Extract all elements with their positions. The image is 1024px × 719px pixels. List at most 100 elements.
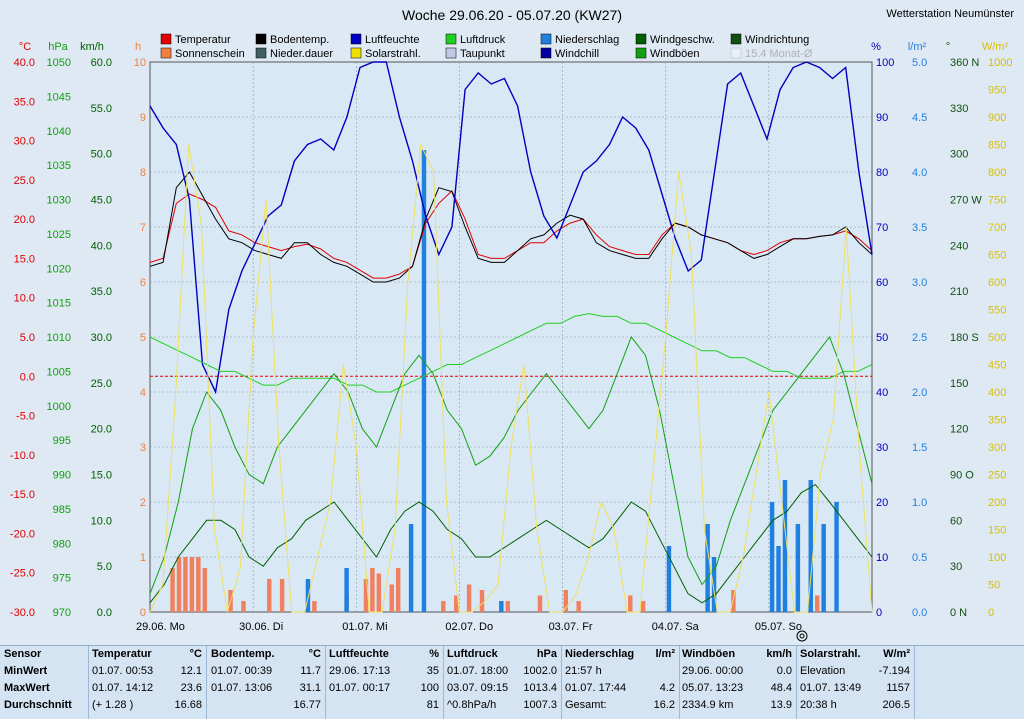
sunshine-bar (202, 568, 208, 612)
tick-direction: 270 W (950, 195, 982, 207)
tick-pressure: 1045 (47, 91, 71, 103)
stats-header-label: Solarstrahl. (800, 648, 861, 660)
tick-solar: 200 (988, 497, 1006, 509)
tick-direction: 240 (950, 240, 968, 252)
tick-sunshine: 0 (140, 607, 146, 619)
stats-value: 11.7 (300, 665, 321, 677)
stats-row: 21:57 h (565, 663, 675, 680)
legend-label: Taupunkt (460, 48, 505, 60)
tick-temp: -20.0 (10, 528, 35, 540)
tick-solar: 900 (988, 112, 1006, 124)
stats-row: 01.07. 13:49 1157 (800, 680, 910, 697)
series-line-solarstrahl (149, 142, 873, 613)
legend-label: Windrichtung (745, 34, 809, 46)
axis-unit-temp: °C (19, 41, 31, 53)
stats-separator (679, 646, 680, 719)
stats-row: Gesamt: 16.2 (565, 697, 675, 714)
tick-solar: 650 (988, 250, 1006, 262)
sunshine-bar (505, 601, 510, 612)
tick-sunshine: 2 (140, 497, 146, 509)
stats-row: 29.06. 00:00 0.0 (682, 663, 792, 680)
tick-wind: 5.0 (97, 561, 112, 573)
legend-label: Niederschlag (555, 34, 619, 46)
stats-column: Temperatur °C 01.07. 00:53 12.1 01.07. 14:12… (92, 646, 202, 719)
stats-header-label: Niederschlag (565, 648, 635, 660)
tick-wind: 60.0 (91, 57, 112, 69)
stats-separator (443, 646, 444, 719)
tick-temp: -15.0 (10, 489, 35, 501)
tick-direction: 30 (950, 561, 962, 573)
x-axis-label: 30.06. Di (239, 621, 283, 633)
tick-wind: 30.0 (91, 332, 112, 344)
tick-rain: 3.5 (912, 222, 927, 234)
tick-pressure: 1025 (47, 229, 71, 241)
x-axis-label: 02.07. Do (445, 621, 493, 633)
precipitation-bar (344, 568, 349, 612)
stats-value: 16.2 (653, 699, 675, 711)
stats-time: 29.06. 00:00 (682, 665, 744, 677)
tick-sunshine: 8 (140, 167, 146, 179)
stats-header: Niederschlag l/m² (565, 646, 675, 663)
tick-rain: 2.0 (912, 387, 927, 399)
stats-value: 206.5 (882, 699, 910, 711)
stats-value: 16.77 (293, 699, 321, 711)
sun-marker-icon (796, 630, 808, 642)
tick-direction: 360 N (950, 57, 979, 69)
sunshine-bar (731, 590, 736, 612)
tick-pressure: 985 (53, 504, 71, 516)
tick-rain: 2.5 (912, 332, 927, 344)
stats-row: 01.07. 17:44 4.2 (565, 680, 675, 697)
tick-humidity: 100 (876, 57, 894, 69)
tick-pressure: 1030 (47, 195, 71, 207)
tick-humidity: 90 (876, 112, 888, 124)
stats-row: MinWert (4, 663, 84, 680)
tick-temp: -25.0 (10, 568, 35, 580)
stats-value: 0.0 (776, 665, 792, 677)
stats-value: 12.1 (180, 665, 202, 677)
tick-rain: 0.5 (912, 552, 927, 564)
series-line-luftdruck (149, 313, 873, 393)
stats-header-label: Bodentemp. (211, 648, 275, 660)
chart-legend: Temperatur Sonnenschein Bodentemp. Nieder.d… (160, 33, 813, 60)
tick-sunshine: 7 (140, 222, 146, 234)
sunshine-bar (640, 601, 646, 612)
axis-unit-pressure: hPa (48, 41, 68, 53)
tick-wind: 0.0 (97, 607, 112, 619)
stats-time: Elevation (800, 665, 846, 677)
legend-swatch (350, 47, 362, 59)
tick-sunshine: 5 (140, 332, 146, 344)
stats-header-label: Luftfeuchte (329, 648, 389, 660)
precipitation-bar (666, 546, 672, 612)
tick-pressure: 1035 (47, 160, 71, 172)
stats-header-unit: °C (189, 648, 202, 660)
stats-row: Durchschnitt (4, 697, 84, 714)
stats-row: 20:38 h 206.5 (800, 697, 910, 714)
tick-humidity: 20 (876, 497, 888, 509)
tick-wind: 20.0 (91, 424, 112, 436)
tick-solar: 100 (988, 552, 1006, 564)
tick-solar: 400 (988, 387, 1006, 399)
stats-row: 05.07. 13:23 48.4 (682, 680, 792, 697)
stats-separator (561, 646, 562, 719)
tick-solar: 350 (988, 415, 1006, 427)
tick-humidity: 60 (876, 277, 888, 289)
tick-pressure: 1010 (47, 332, 71, 344)
stats-separator (796, 646, 797, 719)
stats-row: Elevation -7.194 (800, 663, 910, 680)
tick-rain: 3.0 (912, 277, 927, 289)
tick-direction: 210 (950, 286, 968, 298)
tick-humidity: 50 (876, 332, 888, 344)
legend-swatch (540, 33, 552, 45)
stats-time: 01.07. 14:12 (92, 682, 154, 694)
tick-temp: -5.0 (16, 411, 35, 423)
precipitation-bar (782, 480, 788, 612)
legend-swatch (445, 33, 457, 45)
tick-pressure: 980 (53, 538, 71, 550)
tick-direction: 180 S (950, 332, 979, 344)
stats-value: 13.9 (770, 699, 792, 711)
tick-temp: 15.0 (14, 253, 35, 265)
stats-header-unit: W/m² (883, 648, 910, 660)
legend-label: Solarstrahl. (365, 48, 421, 60)
legend-label: Luftfeuchte (365, 34, 419, 46)
tick-pressure: 1015 (47, 298, 71, 310)
